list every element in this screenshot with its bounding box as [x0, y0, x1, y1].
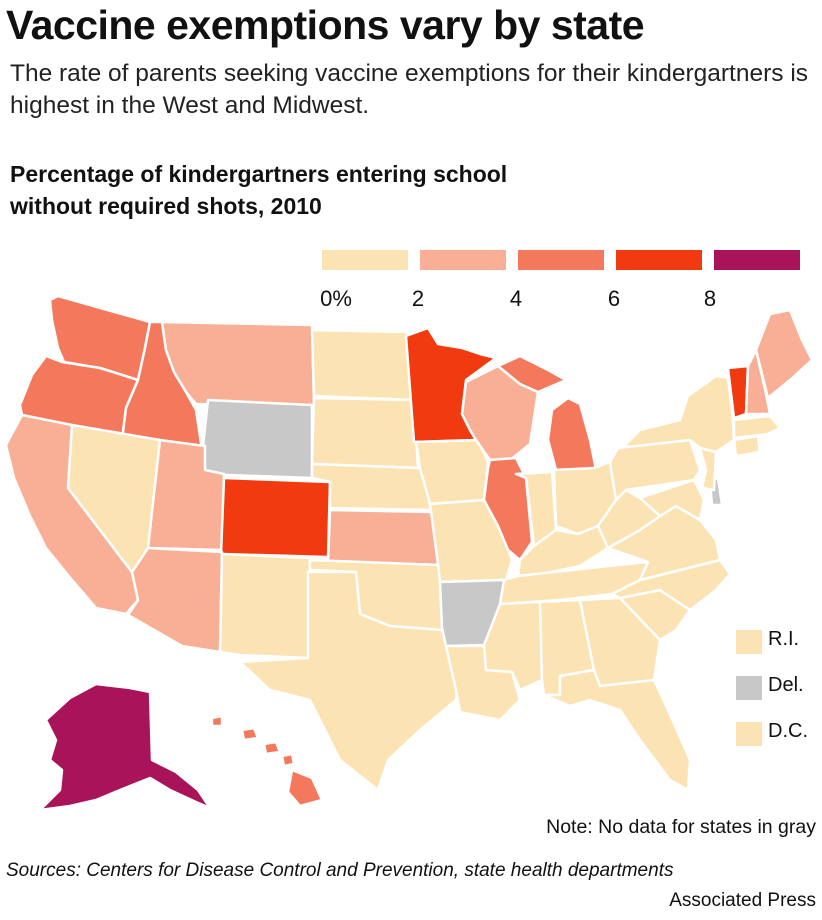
map-title-line1: Percentage of kindergartners entering sc… [10, 161, 508, 187]
legend-swatch-1 [420, 250, 506, 270]
legend-tick-0: 0% [320, 286, 352, 311]
small-state-ri-label: R.I. [768, 628, 800, 650]
small-state-del-swatch [736, 676, 762, 700]
small-state-dc-label: D.C. [768, 720, 808, 742]
state-NM [218, 552, 312, 660]
state-NJ [698, 446, 718, 492]
state-SD [310, 396, 420, 470]
state-MD [638, 478, 706, 522]
legend-swatch-2 [518, 250, 604, 270]
subtitle: The rate of parents seeking vaccine exem… [10, 60, 809, 119]
map-title-line2: without required shots, 2010 [10, 193, 322, 219]
state-CO [219, 476, 332, 559]
credit: Associated Press [669, 890, 816, 911]
state-ND [310, 328, 416, 402]
state-AZ [126, 546, 224, 654]
page-title: Vaccine exemptions vary by state [6, 2, 645, 48]
color-legend: 0% 2 4 6 8 [300, 250, 810, 311]
map-title: Percentage of kindergartners entering sc… [10, 158, 790, 222]
state-MI-UP [496, 354, 568, 394]
state-CT [732, 434, 762, 458]
state-MI [546, 396, 598, 472]
legend-swatch-3 [616, 250, 702, 270]
legend-swatch-0 [322, 250, 408, 270]
state-NY [616, 374, 736, 454]
state-WY [198, 398, 314, 480]
state-NE [310, 462, 434, 512]
legend-tick-2: 4 [509, 286, 523, 311]
sources: Sources: Centers for Disease Control and… [6, 860, 674, 881]
state-MA [732, 414, 782, 440]
legend-swatch-4 [714, 250, 800, 270]
legend-tick-4: 8 [703, 286, 717, 311]
small-state-ri-swatch [736, 630, 762, 654]
map-note: Note: No data for states in gray [546, 816, 816, 838]
state-AK [38, 682, 212, 812]
small-state-del-label: Del. [768, 674, 804, 696]
state-HI [210, 714, 324, 808]
state-ME [754, 308, 814, 400]
state-KS [326, 508, 440, 567]
state-TX [238, 570, 462, 792]
state-IA [414, 438, 490, 506]
us-states-map [4, 294, 814, 812]
small-state-dc-swatch [736, 722, 762, 746]
legend-tick-1: 2 [411, 286, 425, 311]
legend-tick-3: 6 [607, 286, 621, 311]
state-IL [482, 456, 534, 562]
state-NH [744, 348, 772, 416]
state-FL [542, 668, 692, 792]
